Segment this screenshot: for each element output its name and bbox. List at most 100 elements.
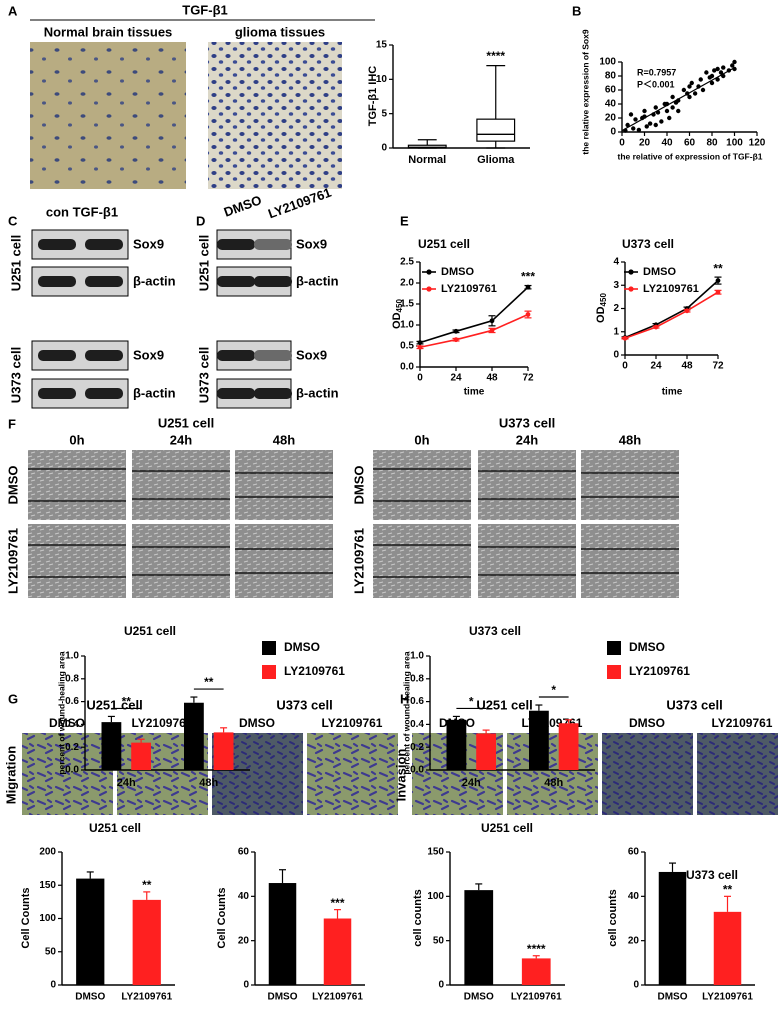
x-tick-label: DMSO: [75, 992, 105, 1003]
bar: [521, 958, 551, 985]
legend-marker: [628, 286, 634, 292]
bar: [184, 702, 204, 770]
legend-label: DMSO: [284, 640, 320, 654]
x-tick-label: 48: [681, 361, 693, 372]
cell-line-label: U251 cell: [8, 235, 23, 291]
point: [676, 108, 681, 114]
chart-title: U373 cell: [686, 868, 738, 882]
chart-title: U251 cell: [481, 821, 533, 835]
column-label: 0h: [414, 432, 429, 447]
legend-swatch: [607, 665, 621, 679]
y-tick-label: 150: [39, 880, 56, 891]
y-tick-label: 5: [381, 108, 387, 119]
micrograph: [581, 450, 679, 520]
y-axis-label-subscript: 450: [395, 299, 404, 313]
group-title: U251 cell: [476, 697, 532, 712]
point: [700, 87, 706, 93]
panel-title: TGF-β1: [182, 2, 228, 17]
micrograph: [478, 524, 576, 598]
legend-label: LY2109761: [441, 283, 497, 295]
panel-label: E: [400, 213, 409, 228]
x-tick-label: 0: [417, 373, 423, 384]
panel-label: C: [8, 213, 18, 228]
marker: [525, 284, 531, 290]
x-tick-label: 80: [706, 138, 718, 149]
column-label: DMSO: [49, 716, 85, 730]
x-tick-label: LY2109761: [312, 992, 363, 1003]
column-label: 48h: [619, 432, 641, 447]
x-tick-label: 72: [712, 361, 724, 372]
y-tick-label: 1.0: [400, 320, 414, 331]
micrograph: [373, 524, 471, 598]
x-tick-label: Normal: [408, 154, 446, 166]
column-label: LY2109761: [322, 716, 383, 730]
group-title: U373 cell: [499, 415, 555, 430]
micrograph: [507, 733, 598, 815]
bar: [76, 878, 105, 985]
panel-label: G: [8, 691, 18, 706]
blot-band: [254, 239, 292, 250]
point: [704, 70, 709, 75]
y-tick-label: 0: [381, 143, 387, 154]
point: [692, 91, 698, 96]
bar: [464, 890, 494, 985]
y-axis-label: Cell Counts: [216, 887, 228, 948]
lane-header: LY2109761: [266, 185, 333, 222]
blot-band: [254, 276, 292, 287]
y-axis-label: the relative expression of Sox9: [580, 29, 590, 154]
box: [476, 118, 516, 142]
column-label: DMSO: [239, 716, 275, 730]
chart-title: U251 cell: [89, 821, 141, 835]
side-label: Invasion: [393, 749, 408, 802]
y-tick-label: 0.6: [65, 696, 79, 707]
y-tick-label: 2.0: [400, 278, 414, 289]
y-tick-label: 100: [39, 913, 56, 924]
line: [624, 291, 719, 340]
y-tick-label: 0.2: [410, 742, 424, 753]
point: [709, 73, 715, 79]
image-label: Normal brain tissues: [44, 24, 173, 39]
y-tick-label: 0.4: [410, 719, 424, 730]
y-tick-label: 60: [628, 847, 640, 858]
line: [624, 280, 719, 339]
micrograph: [132, 524, 230, 598]
blot-band: [254, 350, 292, 361]
blot-band: [38, 276, 76, 287]
micrograph: [28, 450, 126, 520]
significance: ****: [486, 49, 505, 63]
x-tick-label: LY2109761: [511, 992, 562, 1003]
bar: [131, 742, 151, 770]
panel-label: H: [400, 691, 409, 706]
marker: [489, 318, 495, 324]
micrograph: [28, 524, 126, 598]
y-tick-label: 100: [599, 57, 616, 68]
y-axis-label: Cell Counts: [20, 887, 32, 948]
point: [628, 112, 634, 117]
x-tick-label: 48h: [544, 777, 563, 789]
micrograph: [478, 450, 576, 520]
chart-title: U251 cell: [418, 237, 470, 251]
point: [732, 59, 737, 65]
row-label: DMSO: [351, 466, 366, 505]
significance: ***: [521, 270, 535, 284]
micrograph: [602, 733, 693, 815]
x-tick-label: 20: [639, 138, 651, 149]
y-tick-label: 60: [605, 85, 617, 96]
blot-band: [85, 388, 123, 399]
x-tick-label: DMSO: [658, 992, 688, 1003]
y-tick-label: 40: [238, 891, 250, 902]
point: [687, 84, 692, 89]
y-tick-label: 0.8: [65, 673, 79, 684]
blot-band: [217, 239, 255, 250]
image-label: glioma tissues: [235, 24, 325, 39]
significance: **: [142, 878, 152, 892]
point: [625, 122, 630, 128]
y-axis-label: OD450: [595, 293, 608, 323]
legend-label: LY2109761: [643, 283, 699, 295]
y-tick-label: 0: [613, 350, 619, 361]
x-tick-label: 120: [749, 138, 766, 149]
y-tick-label: 0: [50, 980, 56, 991]
x-tick-label: DMSO: [464, 992, 494, 1003]
group-title: U373 cell: [276, 697, 332, 712]
